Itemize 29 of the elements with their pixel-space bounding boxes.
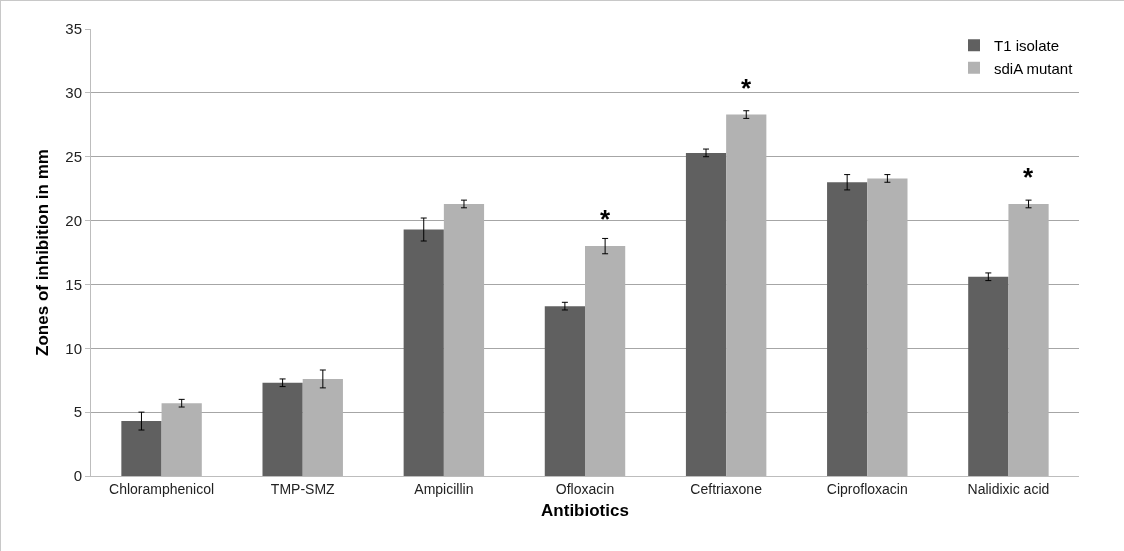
annotation: * [600, 204, 611, 234]
x-tick-label: Nalidixic acid [967, 480, 1050, 497]
x-tick-label: Ofloxacin [555, 480, 615, 497]
y-tick-label: 25 [65, 147, 82, 165]
bar [121, 421, 162, 476]
annotation: * [1023, 162, 1034, 192]
y-tick-label: 15 [65, 275, 82, 293]
bar [685, 152, 727, 476]
y-tick-label: 5 [73, 403, 82, 421]
legend-label: sdiA mutant [994, 59, 1074, 77]
x-tick-label: TMP-SMZ [270, 480, 336, 497]
bar [262, 382, 303, 476]
y-tick-label: 20 [65, 211, 82, 229]
x-axis-title: Antibiotics [541, 501, 629, 521]
x-tick-label: Chloramphenicol [109, 480, 215, 497]
y-tick-label: 0 [73, 467, 82, 485]
y-tick-label: 35 [65, 20, 82, 38]
y-axis-title: Zones of inhibition in mm [32, 149, 52, 356]
bar [544, 306, 585, 476]
legend-label: T1 isolate [994, 37, 1060, 55]
y-tick-label: 30 [65, 84, 82, 102]
bar [827, 182, 868, 476]
bar [403, 229, 444, 476]
y-tick-label: 10 [65, 339, 82, 357]
bar [968, 276, 1009, 476]
x-tick-label: Ciprofloxacin [826, 480, 908, 497]
x-tick-label: Ceftriaxone [690, 480, 763, 497]
annotation: * [741, 73, 752, 103]
x-tick-label: Ampicillin [414, 480, 474, 497]
